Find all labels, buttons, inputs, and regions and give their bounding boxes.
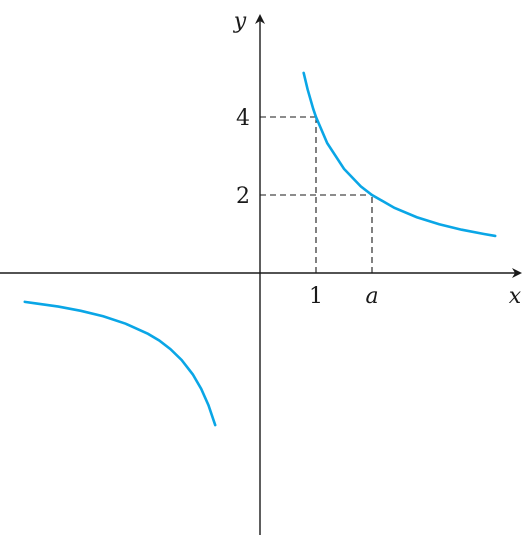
y-tick-label-4: 4 (236, 106, 250, 131)
y-tick-label-2: 2 (236, 184, 250, 209)
hyperbola-branch-lower-left (23, 300, 217, 427)
guide-lines (260, 116, 373, 273)
x-tick-label-1: 1 (309, 284, 323, 309)
labels: 4 2 1 a x y (233, 9, 522, 309)
axes (0, 14, 522, 535)
y-axis-label: y (233, 9, 247, 34)
x-tick-label-a: a (365, 284, 378, 309)
x-axis-label: x (509, 284, 522, 309)
hyperbola-branch-upper-right (302, 71, 497, 238)
curve-group (23, 71, 497, 427)
